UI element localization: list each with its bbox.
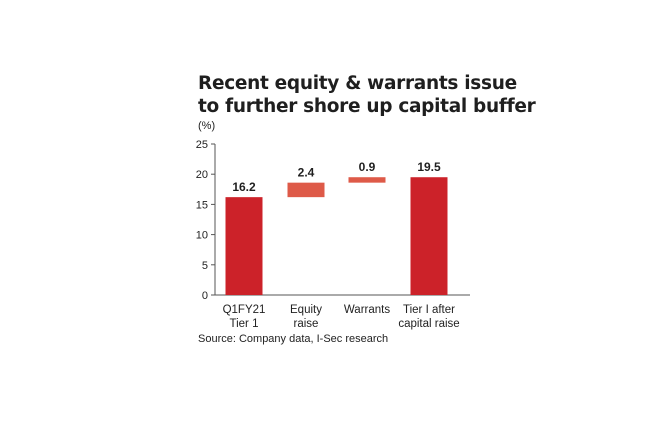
- source-note: Source: Company data, I-Sec research: [198, 333, 389, 345]
- bar-4: [410, 177, 448, 295]
- y-tick-label: 15: [196, 199, 208, 211]
- x-category-label: Q1FY21: [223, 304, 266, 316]
- chart-title-line-2: to further shore up capital buffer: [198, 96, 536, 117]
- x-category-label: Equity: [290, 304, 322, 316]
- bar-1: [225, 197, 263, 295]
- y-tick-label: 20: [196, 169, 208, 181]
- y-tick-label: 0: [202, 290, 208, 302]
- chart-title-line-1: Recent equity & warrants issue: [198, 73, 517, 94]
- x-category-label: Tier I after: [403, 304, 455, 316]
- x-category-label: Warrants: [344, 304, 390, 316]
- bar-2: [287, 182, 325, 198]
- bar-value-label: 0.9: [359, 160, 376, 174]
- y-tick-label: 10: [196, 230, 208, 242]
- chart-title: Recent equity & warrants issue to furthe…: [198, 72, 536, 118]
- bar-value-label: 19.5: [417, 160, 441, 174]
- x-category-label: capital raise: [398, 318, 459, 330]
- bar-value-label: 16.2: [232, 180, 256, 194]
- bar-3: [348, 177, 386, 183]
- x-category-label: Tier 1: [230, 318, 259, 330]
- x-category-label: raise: [294, 318, 319, 330]
- bar-value-label: 2.4: [298, 166, 315, 180]
- y-tick-label: 5: [202, 260, 208, 272]
- y-axis-unit-label: (%): [198, 120, 216, 132]
- y-tick-label: 25: [196, 139, 208, 151]
